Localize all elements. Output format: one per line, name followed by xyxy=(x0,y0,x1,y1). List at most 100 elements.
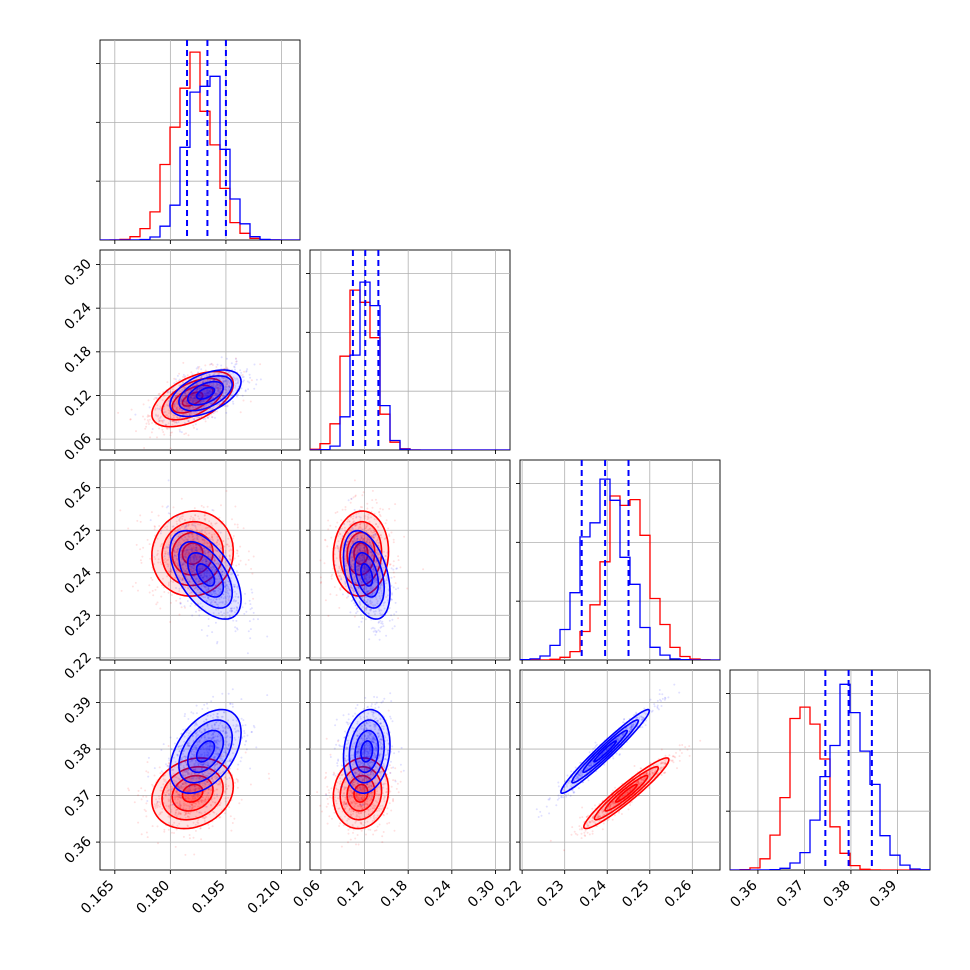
scatter-point xyxy=(225,601,228,604)
scatter-point xyxy=(158,420,161,423)
scatter-point xyxy=(352,540,355,543)
scatter-point xyxy=(377,526,380,529)
scatter-point xyxy=(257,618,259,621)
scatter-point xyxy=(181,388,184,391)
scatter-point xyxy=(363,548,366,551)
scatter-point xyxy=(366,539,369,542)
scatter-point xyxy=(374,596,377,598)
scatter-point xyxy=(227,381,230,383)
scatter-point xyxy=(385,596,388,598)
scatter-point xyxy=(223,581,226,584)
scatter-point xyxy=(345,562,348,564)
scatter-point xyxy=(371,506,374,509)
scatter-point xyxy=(360,596,363,599)
scatter-point xyxy=(147,414,149,417)
scatter-point xyxy=(196,529,198,532)
scatter-point xyxy=(205,589,208,592)
scatter-point xyxy=(214,522,217,525)
scatter-point xyxy=(226,611,229,614)
scatter-point xyxy=(215,366,218,368)
panel-content xyxy=(100,250,300,450)
scatter-point xyxy=(196,787,199,790)
scatter-point xyxy=(209,577,212,580)
scatter-point xyxy=(319,576,322,579)
scatter-point xyxy=(174,540,177,543)
scatter-point xyxy=(361,494,364,497)
scatter-point xyxy=(204,574,207,577)
scatter-point xyxy=(219,384,222,387)
scatter-point xyxy=(344,562,347,565)
scatter-point xyxy=(211,401,214,404)
contour-line xyxy=(348,540,386,609)
scatter-point xyxy=(202,576,205,579)
scatter-point xyxy=(358,561,361,564)
scatter-point xyxy=(195,388,197,391)
scatter-point xyxy=(367,528,370,531)
scatter-point xyxy=(349,501,352,504)
scatter-point xyxy=(210,533,213,536)
scatter-point xyxy=(351,552,354,554)
scatter-point xyxy=(202,569,205,572)
scatter-point xyxy=(213,590,215,593)
scatter-point xyxy=(338,606,341,609)
scatter-point xyxy=(204,420,207,423)
scatter-point xyxy=(162,395,165,397)
scatter-point xyxy=(197,387,200,390)
scatter-point xyxy=(214,601,217,604)
panel-content xyxy=(520,460,720,660)
scatter-point xyxy=(373,578,376,580)
scatter-point xyxy=(225,576,228,579)
scatter-point xyxy=(364,575,367,578)
scatter-point xyxy=(216,549,219,552)
scatter-point xyxy=(224,584,227,587)
scatter-point xyxy=(186,539,189,542)
scatter-point xyxy=(236,381,239,384)
scatter-point xyxy=(183,555,185,558)
scatter-point xyxy=(236,607,239,610)
scatter-point xyxy=(194,798,197,800)
scatter-point xyxy=(183,804,185,807)
scatter-point xyxy=(156,554,158,557)
scatter-point xyxy=(155,804,158,807)
scatter-point xyxy=(372,567,375,570)
scatter-point xyxy=(216,387,219,390)
scatter-point xyxy=(189,802,191,805)
scatter-point xyxy=(354,535,356,538)
scatter-point xyxy=(202,578,205,581)
scatter-point xyxy=(183,570,186,573)
scatter-point xyxy=(374,533,377,536)
scatter-point xyxy=(334,547,337,549)
scatter-point xyxy=(184,379,187,382)
scatter-point xyxy=(177,421,180,424)
scatter-point xyxy=(235,360,238,363)
scatter-point xyxy=(371,566,374,569)
scatter-point xyxy=(184,564,187,567)
scatter-point xyxy=(353,550,356,552)
scatter-point xyxy=(363,549,366,552)
scatter-point xyxy=(193,399,196,402)
scatter-point xyxy=(370,601,373,604)
scatter-point xyxy=(371,591,374,594)
scatter-point xyxy=(212,539,215,542)
scatter-point xyxy=(193,395,196,398)
scatter-point xyxy=(338,527,341,530)
scatter-point xyxy=(174,845,177,848)
scatter-point xyxy=(364,618,367,621)
scatter-point xyxy=(195,549,197,551)
scatter-point xyxy=(324,539,327,542)
scatter-point xyxy=(215,384,218,387)
scatter-point xyxy=(372,554,375,557)
scatter-point xyxy=(210,383,213,386)
panel-2-0: 0.220.230.240.250.26 xyxy=(61,459,301,683)
scatter-point xyxy=(154,534,156,537)
scatter-point xyxy=(373,627,376,630)
scatter-point xyxy=(181,551,184,554)
panel-frame xyxy=(519,459,721,661)
scatter-point xyxy=(371,554,374,557)
scatter-point xyxy=(216,382,218,385)
scatter-point xyxy=(242,399,245,402)
scatter-point xyxy=(197,406,199,409)
contour-line xyxy=(360,562,374,587)
scatter-point xyxy=(185,410,188,413)
scatter-point xyxy=(369,544,372,546)
